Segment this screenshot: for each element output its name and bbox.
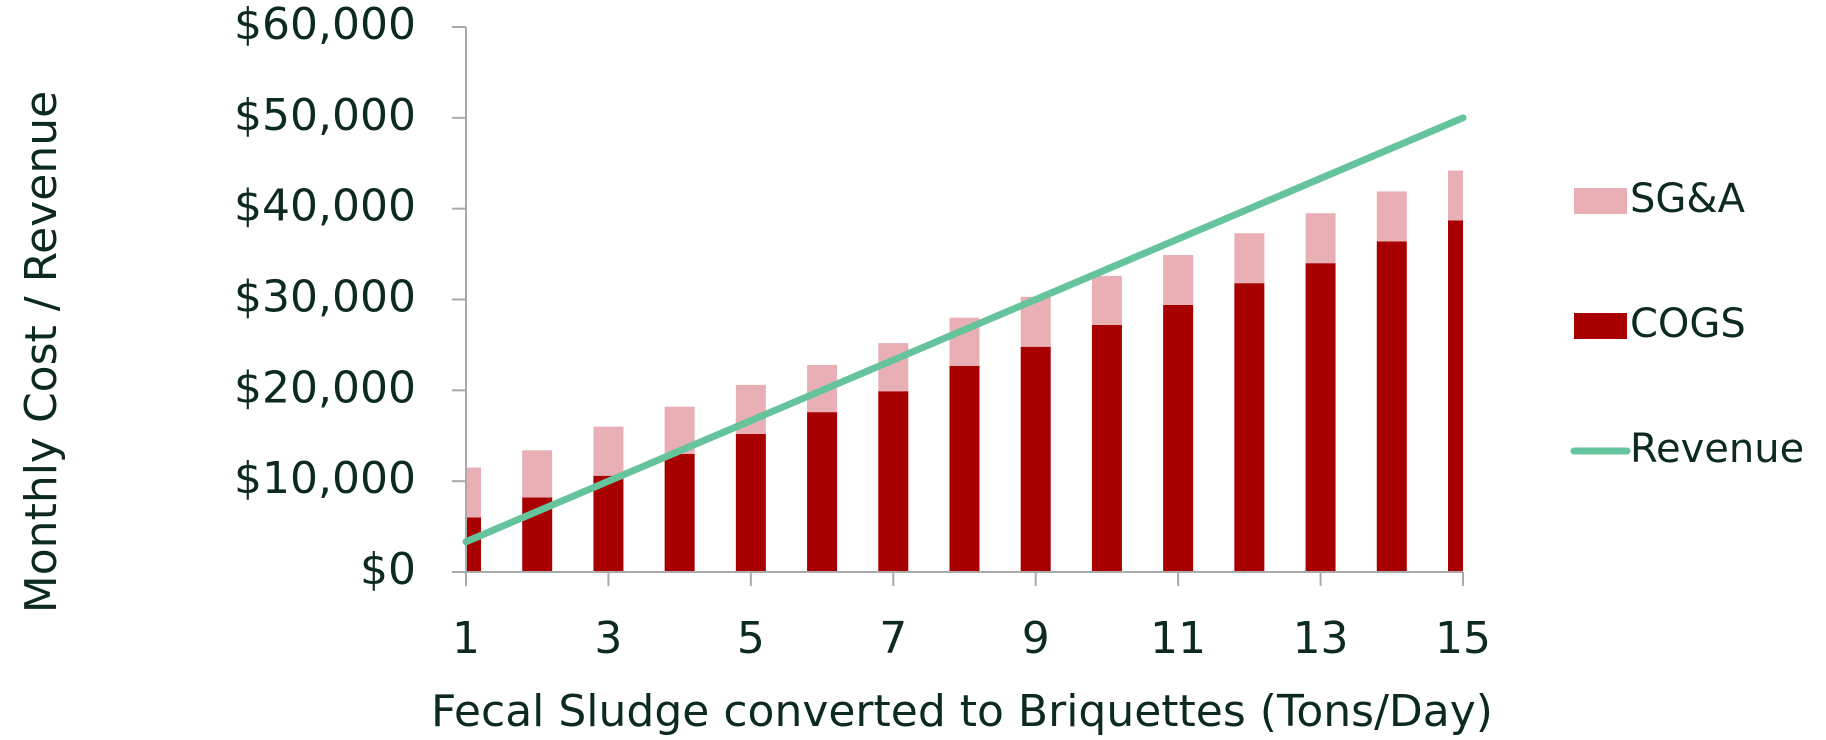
bar bbox=[807, 412, 838, 572]
bar bbox=[735, 433, 766, 572]
legend-swatch bbox=[1574, 188, 1627, 214]
bar bbox=[1448, 220, 1463, 572]
x-tick-label: 3 bbox=[594, 613, 622, 664]
x-axis-title: Fecal Sludge converted to Briquettes (To… bbox=[431, 686, 1493, 737]
y-tick-label: $10,000 bbox=[234, 453, 416, 504]
y-tick-label: $30,000 bbox=[234, 272, 416, 323]
bar bbox=[466, 517, 481, 572]
legend-label: SG&A bbox=[1630, 176, 1746, 222]
bar bbox=[1020, 346, 1051, 572]
x-tick-label: 7 bbox=[879, 613, 907, 664]
bar bbox=[1091, 275, 1122, 325]
bar bbox=[1163, 254, 1194, 305]
bars bbox=[466, 170, 1463, 572]
bar bbox=[1376, 241, 1407, 572]
bar bbox=[1305, 263, 1336, 572]
y-tick-label: $50,000 bbox=[234, 90, 416, 141]
bar bbox=[1376, 191, 1407, 242]
y-tick-label: $40,000 bbox=[234, 181, 416, 232]
legend-label: Revenue bbox=[1630, 426, 1804, 472]
bar bbox=[949, 365, 980, 572]
y-tick-label: $0 bbox=[360, 544, 416, 595]
y-tick-label: $60,000 bbox=[234, 0, 416, 50]
bar bbox=[1163, 304, 1194, 572]
x-tick-label: 5 bbox=[737, 613, 765, 664]
bar bbox=[1234, 233, 1265, 284]
bar bbox=[1305, 213, 1336, 264]
revenue-line bbox=[462, 114, 1467, 546]
bar bbox=[878, 391, 909, 572]
x-tick-label: 15 bbox=[1435, 613, 1491, 664]
bar bbox=[522, 450, 553, 498]
bar bbox=[1234, 283, 1265, 572]
bar bbox=[466, 467, 481, 518]
bar bbox=[1091, 324, 1122, 572]
legend-label: COGS bbox=[1630, 301, 1746, 347]
x-tick-label: 1 bbox=[452, 613, 480, 664]
bar bbox=[664, 453, 695, 572]
bar bbox=[593, 426, 624, 476]
y-tick-label: $20,000 bbox=[234, 362, 416, 413]
bar bbox=[593, 475, 624, 572]
x-tick-label: 11 bbox=[1150, 613, 1206, 664]
y-axis-title: Monthly Cost / Revenue bbox=[16, 91, 67, 613]
x-tick-label: 9 bbox=[1022, 613, 1050, 664]
legend-swatch bbox=[1574, 313, 1627, 339]
bar bbox=[1448, 170, 1463, 221]
x-tick-label: 13 bbox=[1293, 613, 1349, 664]
